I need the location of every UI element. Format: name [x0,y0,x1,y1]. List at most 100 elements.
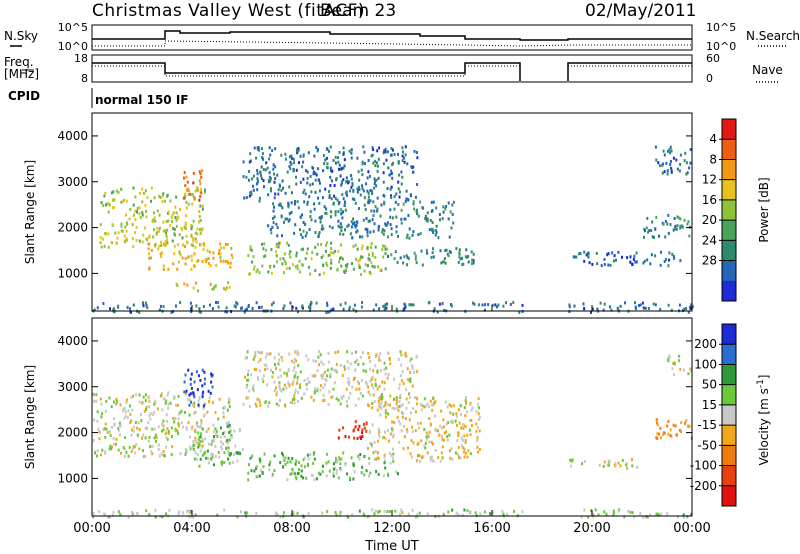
power-echo-cell [243,310,246,314]
velocity-echo-cell [386,376,389,380]
velocity-echo-cell [580,515,583,519]
power-echo-cell [136,206,139,210]
power-echo-cell [322,264,325,267]
power-y-tick-label: 4000 [57,129,88,143]
velocity-echo-cell [521,510,524,514]
velocity-echo-cell [239,452,242,456]
power-echo-cell [192,239,195,243]
power-echo-cell [141,187,144,191]
velocity-echo-cell [356,359,359,362]
velocity-echo-cell [117,426,120,430]
velocity-echo-cell [273,356,276,360]
power-echo-cell [353,198,356,201]
power-echo-cell [387,235,389,239]
velocity-echo-cell [392,452,395,456]
velocity-echo-cell [241,447,244,451]
velocity-echo-cell [294,462,297,466]
velocity-echo-cell [318,363,321,367]
power-echo-cell [404,145,407,149]
power-echo-cell [371,253,374,257]
velocity-echo-cell [656,423,659,427]
power-echo-cell [672,228,675,232]
power-echo-cell [631,262,633,266]
velocity-echo-cell [110,405,113,409]
power-echo-cell [383,202,386,206]
power-echo-cell [426,217,428,221]
power-echo-cell [670,166,673,170]
velocity-echo-cell [154,508,157,512]
power-echo-cell [233,304,236,308]
power-echo-cell [332,251,335,255]
power-echo-cell [199,231,202,235]
velocity-echo-cell [295,459,298,463]
velocity-echo-cell [129,404,131,408]
power-echo-cell [202,305,205,308]
velocity-echo-cell [668,355,671,359]
power-echo-cell [371,189,373,193]
velocity-echo-cell [406,428,409,432]
velocity-echo-cell [606,463,609,467]
power-echo-cell [269,228,272,231]
velocity-echo-cell [273,389,276,393]
velocity-echo-cell [193,395,196,399]
power-echo-cell [315,145,318,149]
power-echo-cell [235,301,238,305]
power-echo-cell [349,232,352,236]
power-echo-cell [337,156,339,160]
velocity-echo-cell [429,458,432,462]
velocity-echo-cell [393,407,396,411]
power-echo-cell [201,260,204,263]
velocity-echo-cell [267,404,270,408]
power-echo-cell [685,307,688,311]
power-echo-cell [202,248,205,252]
power-colorbar-swatch [722,260,736,282]
power-echo-cell [350,185,353,189]
velocity-echo-cell [501,509,504,513]
velocity-echo-cell [380,393,383,396]
velocity-echo-cell [464,439,467,442]
velocity-echo-cell [177,403,179,407]
velocity-echo-cell [125,451,128,455]
power-echo-cell [669,223,672,227]
velocity-echo-cell [277,375,280,379]
velocity-echo-cell [182,511,184,515]
power-echo-cell [431,251,434,255]
velocity-colorbar-tick-label: 50 [702,378,717,392]
noise-left-tick-high: 10^5 [58,21,88,34]
power-echo-cell [368,253,370,257]
velocity-echo-cell [666,424,669,428]
power-echo-cell [258,306,261,309]
power-echo-cell [111,206,114,210]
power-echo-cell [317,167,320,171]
power-echo-cell [132,186,135,190]
velocity-echo-cell [150,450,153,454]
velocity-echo-cell [401,511,404,515]
power-echo-cell [430,200,433,204]
power-colorbar-tick-label: 16 [702,193,717,207]
power-echo-cell [496,305,498,309]
velocity-echo-cell [337,398,340,402]
velocity-echo-cell [368,462,371,465]
power-echo-cell [145,304,148,308]
velocity-echo-cell [253,469,256,473]
velocity-echo-cell [281,453,284,457]
power-echo-cell [363,196,366,200]
power-echo-cell [665,258,667,261]
velocity-echo-cell [228,453,231,457]
velocity-echo-cell [177,412,180,416]
velocity-echo-cell [275,390,278,394]
radar-title: Christmas Valley West (fitACF) [92,1,365,21]
power-echo-cell [398,190,401,194]
power-echo-cell [687,310,690,314]
velocity-echo-cell [168,508,171,512]
power-echo-cell [184,262,187,266]
velocity-echo-cell [261,377,264,381]
velocity-echo-cell [223,461,226,464]
velocity-echo-cell [107,515,110,519]
velocity-echo-cell [337,476,340,480]
power-echo-cell [344,208,347,212]
power-echo-cell [117,231,120,235]
velocity-echo-cell [148,399,151,403]
power-echo-cell [403,306,406,310]
power-echo-cell [217,301,220,305]
